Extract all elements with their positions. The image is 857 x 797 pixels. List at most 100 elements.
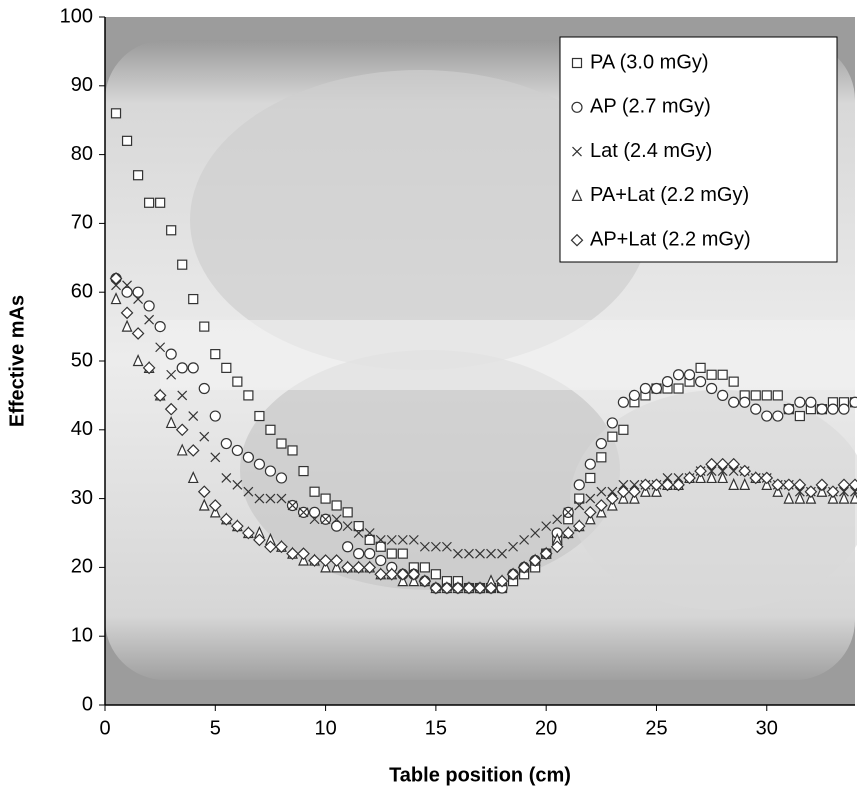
marker-square xyxy=(707,370,716,379)
y-tick-label: 80 xyxy=(71,143,93,165)
marker-circle xyxy=(276,473,286,483)
marker-circle xyxy=(795,397,805,407)
marker-circle xyxy=(784,404,794,414)
marker-square xyxy=(211,350,220,359)
marker-square xyxy=(773,391,782,400)
marker-square xyxy=(795,412,804,421)
marker-square xyxy=(189,295,198,304)
marker-square xyxy=(145,198,154,207)
marker-circle xyxy=(376,556,386,566)
marker-circle xyxy=(354,549,364,559)
marker-square xyxy=(112,109,121,118)
marker-square xyxy=(310,487,319,496)
x-axis-title: Table position (cm) xyxy=(389,764,571,786)
marker-square xyxy=(696,363,705,372)
marker-square xyxy=(586,473,595,482)
marker-circle xyxy=(243,452,253,462)
x-tick-label: 15 xyxy=(425,717,447,739)
y-tick-label: 60 xyxy=(71,280,93,302)
marker-square xyxy=(233,377,242,386)
x-tick-label: 20 xyxy=(535,717,557,739)
marker-square xyxy=(597,453,606,462)
marker-circle xyxy=(629,390,639,400)
x-tick-label: 30 xyxy=(756,717,778,739)
marker-circle xyxy=(199,384,209,394)
marker-circle xyxy=(177,363,187,373)
y-tick-label: 50 xyxy=(71,349,93,371)
marker-circle xyxy=(188,363,198,373)
marker-square xyxy=(608,432,617,441)
marker-circle xyxy=(596,439,606,449)
y-tick-label: 10 xyxy=(71,624,93,646)
marker-square xyxy=(200,322,209,331)
marker-square xyxy=(178,260,187,269)
marker-square xyxy=(387,549,396,558)
marker-circle xyxy=(365,549,375,559)
marker-circle xyxy=(585,459,595,469)
marker-square xyxy=(751,391,760,400)
marker-circle xyxy=(773,411,783,421)
marker-square xyxy=(332,501,341,510)
legend-label: PA+Lat (2.2 mGy) xyxy=(590,184,749,206)
marker-square xyxy=(674,384,683,393)
marker-square xyxy=(167,226,176,235)
marker-square xyxy=(343,508,352,517)
marker-circle xyxy=(572,102,582,112)
marker-circle xyxy=(265,466,275,476)
x-tick-label: 0 xyxy=(99,717,110,739)
marker-circle xyxy=(751,404,761,414)
y-tick-label: 0 xyxy=(82,693,93,715)
marker-square xyxy=(134,171,143,180)
marker-square xyxy=(123,136,132,145)
marker-circle xyxy=(254,459,264,469)
y-axis-title: Effective mAs xyxy=(6,295,28,427)
marker-circle xyxy=(707,384,717,394)
marker-circle xyxy=(674,370,684,380)
marker-square xyxy=(222,363,231,372)
marker-square xyxy=(420,563,429,572)
marker-square xyxy=(156,198,165,207)
marker-circle xyxy=(618,397,628,407)
marker-square xyxy=(299,467,308,476)
marker-square xyxy=(718,370,727,379)
marker-square xyxy=(431,570,440,579)
marker-circle xyxy=(729,397,739,407)
y-tick-label: 100 xyxy=(60,5,93,27)
x-tick-label: 10 xyxy=(314,717,336,739)
marker-circle xyxy=(685,370,695,380)
marker-square xyxy=(244,391,253,400)
marker-circle xyxy=(806,397,816,407)
y-tick-label: 90 xyxy=(71,74,93,96)
marker-circle xyxy=(640,384,650,394)
marker-circle xyxy=(850,397,857,407)
legend-label: AP (2.7 mGy) xyxy=(590,96,711,118)
marker-circle xyxy=(155,322,165,332)
legend: PA (3.0 mGy)AP (2.7 mGy)Lat (2.4 mGy)PA+… xyxy=(560,37,837,262)
legend-label: AP+Lat (2.2 mGy) xyxy=(590,228,751,250)
marker-square xyxy=(619,425,628,434)
marker-circle xyxy=(839,404,849,414)
marker-circle xyxy=(166,349,176,359)
marker-square xyxy=(255,412,264,421)
marker-circle xyxy=(343,542,353,552)
marker-square xyxy=(762,391,771,400)
marker-circle xyxy=(221,439,231,449)
x-tick-label: 25 xyxy=(645,717,667,739)
marker-square xyxy=(288,446,297,455)
marker-square xyxy=(266,425,275,434)
marker-square xyxy=(729,377,738,386)
marker-circle xyxy=(762,411,772,421)
marker-circle xyxy=(696,377,706,387)
y-tick-label: 20 xyxy=(71,556,93,578)
marker-circle xyxy=(651,384,661,394)
marker-circle xyxy=(607,418,617,428)
legend-label: PA (3.0 mGy) xyxy=(590,51,709,73)
marker-square xyxy=(277,439,286,448)
marker-circle xyxy=(663,377,673,387)
x-tick-label: 5 xyxy=(210,717,221,739)
marker-circle xyxy=(740,397,750,407)
y-tick-label: 40 xyxy=(71,418,93,440)
marker-circle xyxy=(232,445,242,455)
marker-square xyxy=(398,549,407,558)
